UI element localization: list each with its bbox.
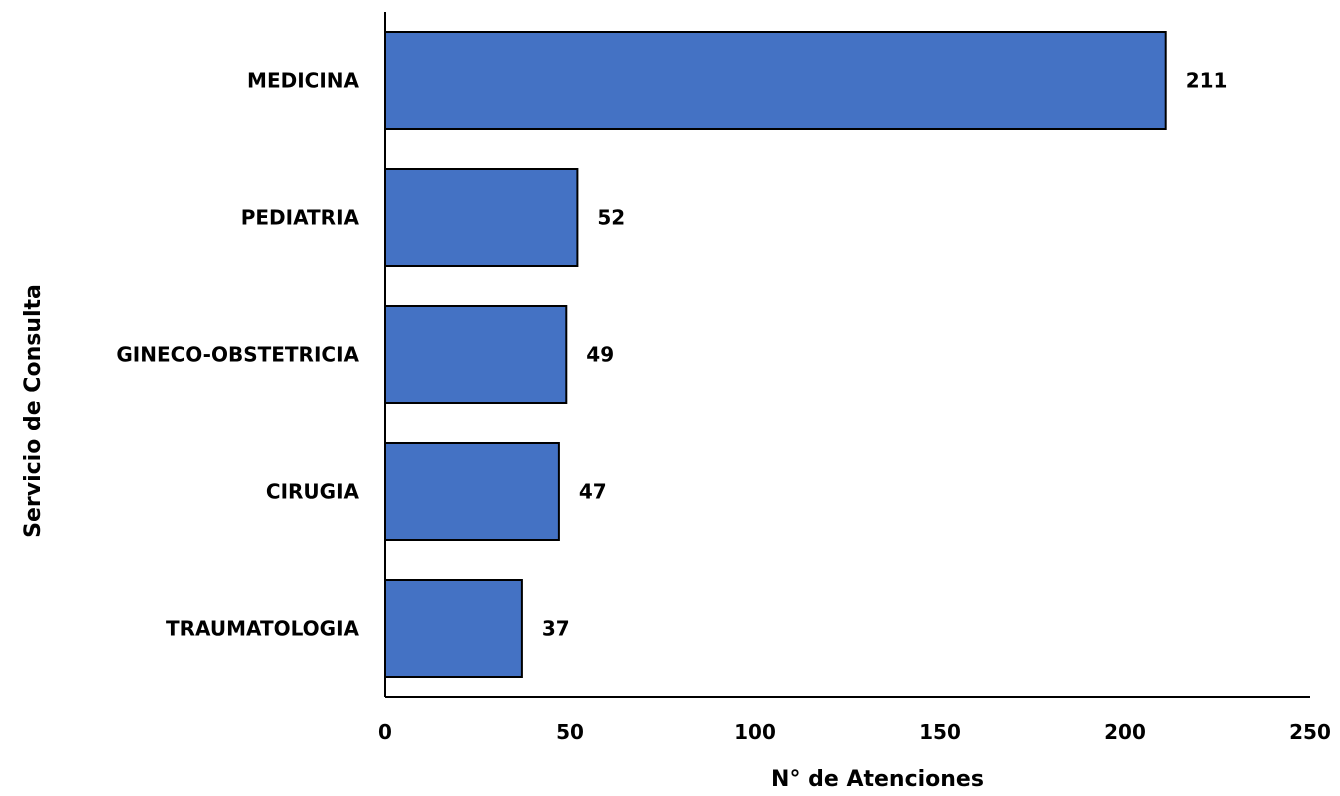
data-label: 37 <box>542 617 570 641</box>
category-label: TRAUMATOLOGIA <box>166 617 360 641</box>
x-tick-labels: 0 50 100 150 200 250 <box>378 720 1331 744</box>
category-label: CIRUGIA <box>266 480 360 504</box>
bar-traumatologia <box>384 579 523 678</box>
data-label: 47 <box>579 480 607 504</box>
x-tick-label: 250 <box>1289 720 1331 744</box>
bars-group <box>384 31 1167 678</box>
x-tick-label: 100 <box>734 720 776 744</box>
data-label: 52 <box>597 206 625 230</box>
x-tick-label: 200 <box>1104 720 1146 744</box>
x-tick-label: 0 <box>378 720 392 744</box>
x-tick-label: 150 <box>919 720 961 744</box>
labels-group: MEDICINA 211 PEDIATRIA 52 GINECO-OBSTETRICIA… <box>116 69 1227 641</box>
bar-medicina <box>384 31 1167 130</box>
category-label: GINECO-OBSTETRICIA <box>116 343 359 367</box>
data-label: 211 <box>1186 69 1228 93</box>
bar-pediatria <box>384 168 579 267</box>
data-label: 49 <box>586 343 614 367</box>
y-axis-title: Servicio de Consulta <box>21 284 46 538</box>
category-label: PEDIATRIA <box>241 206 360 230</box>
bar-cirugia <box>384 442 560 541</box>
category-label: MEDICINA <box>247 69 359 93</box>
x-tick-label: 50 <box>556 720 584 744</box>
bar-gineco-obstetricia <box>384 305 568 404</box>
x-axis-title: N° de Atenciones <box>771 767 984 792</box>
